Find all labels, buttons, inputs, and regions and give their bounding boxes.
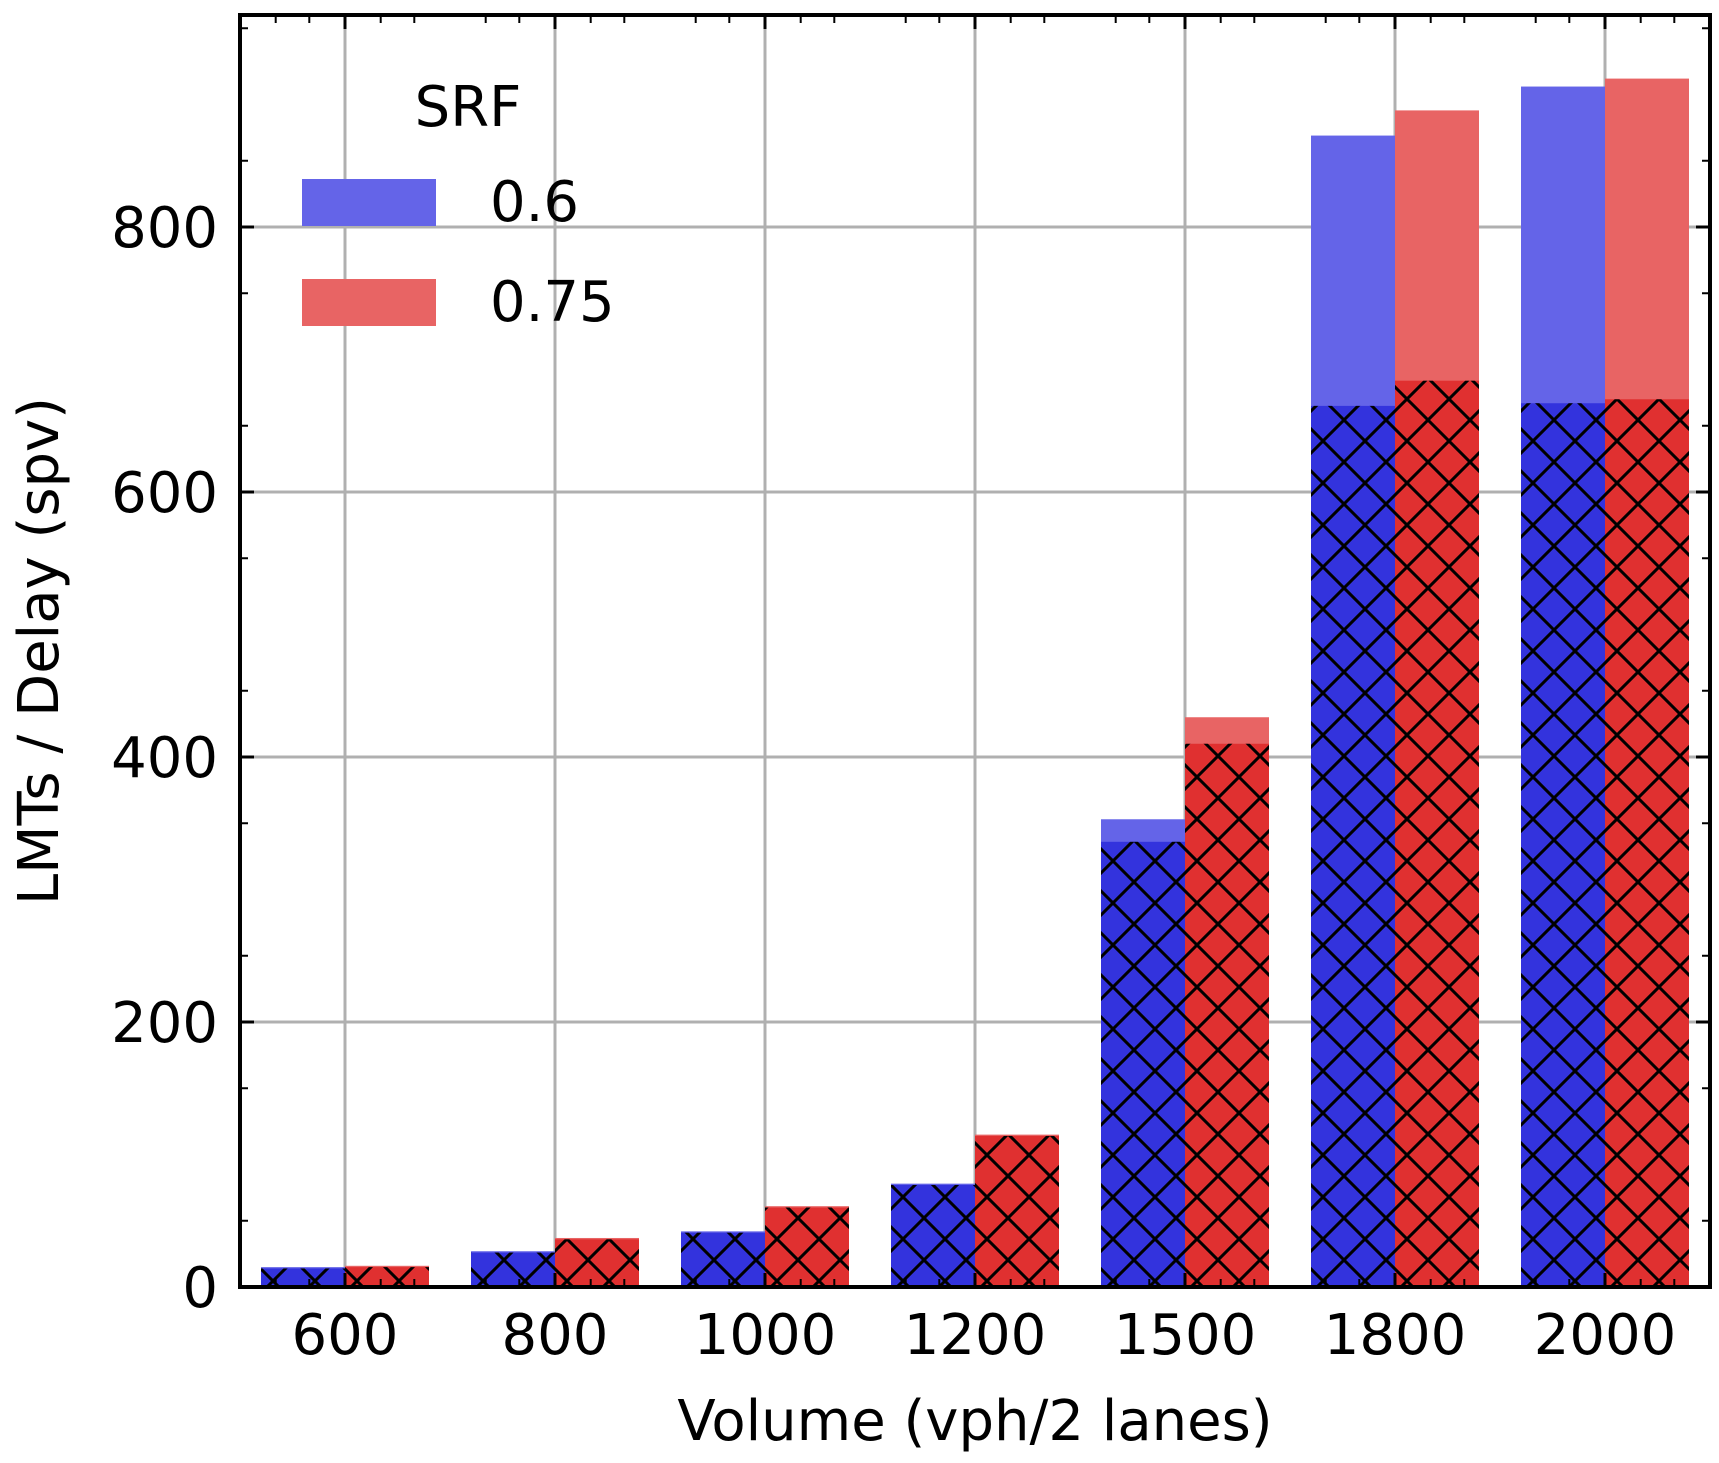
x-tick-label: 1500: [1114, 1303, 1257, 1368]
legend-label-0-75: 0.75: [490, 270, 615, 335]
grid: [240, 15, 1710, 1287]
legend-label-0-6: 0.6: [490, 170, 579, 235]
x-tick-label: 600: [292, 1303, 399, 1368]
x-tick-label: 1800: [1324, 1303, 1467, 1368]
y-tick-labels: 0 200 400 600 800: [111, 196, 218, 1321]
bars: [261, 78, 1689, 1288]
legend: SRF 0.6 0.75: [302, 75, 615, 335]
x-tick-label: 1000: [694, 1303, 837, 1368]
plot-frame: [238, 13, 1712, 1289]
bar-hatch-pattern-0.6-800: [471, 1252, 555, 1287]
bar-hatch-pattern-0.6-600: [261, 1268, 345, 1287]
x-tick-label: 2000: [1534, 1303, 1677, 1368]
bar-hatch-pattern-0.75-1800: [1395, 380, 1479, 1287]
x-tick-labels: 600 800 1000 1200 1500 1800 2000: [292, 1303, 1677, 1368]
y-tick-label: 400: [111, 726, 218, 791]
x-tick-label: 800: [502, 1303, 609, 1368]
bar-hatch-pattern-0.6-1500: [1101, 841, 1185, 1287]
y-axis-title: LMTs / Delay (spv): [7, 397, 72, 905]
bar-hatch-pattern-0.75-600: [345, 1267, 429, 1287]
y-tick-label: 0: [182, 1256, 218, 1321]
legend-title: SRF: [415, 75, 522, 140]
y-tick-label: 200: [111, 991, 218, 1056]
bar-hatch-pattern-0.6-1800: [1311, 405, 1395, 1287]
legend-swatch-0-75: [302, 279, 436, 326]
bar-hatch-pattern-0.75-2000: [1605, 399, 1689, 1287]
bar-hatch-pattern-0.6-2000: [1521, 403, 1605, 1288]
legend-swatch-0-6: [302, 179, 436, 226]
bar-hatch-pattern-0.75-1200: [975, 1135, 1059, 1287]
x-axis-title: Volume (vph/2 lanes): [677, 1389, 1272, 1454]
x-tick-label: 1200: [904, 1303, 1047, 1368]
bar-hatch-pattern-0.6-1200: [891, 1184, 975, 1287]
y-tick-label: 600: [111, 461, 218, 526]
bar-hatch-pattern-0.75-800: [555, 1239, 639, 1287]
bar-hatch-pattern-0.75-1500: [1185, 743, 1269, 1287]
y-tick-label: 800: [111, 196, 218, 261]
bar-hatch-pattern-0.75-1000: [765, 1207, 849, 1287]
bar-hatch-pattern-0.6-1000: [681, 1232, 765, 1287]
